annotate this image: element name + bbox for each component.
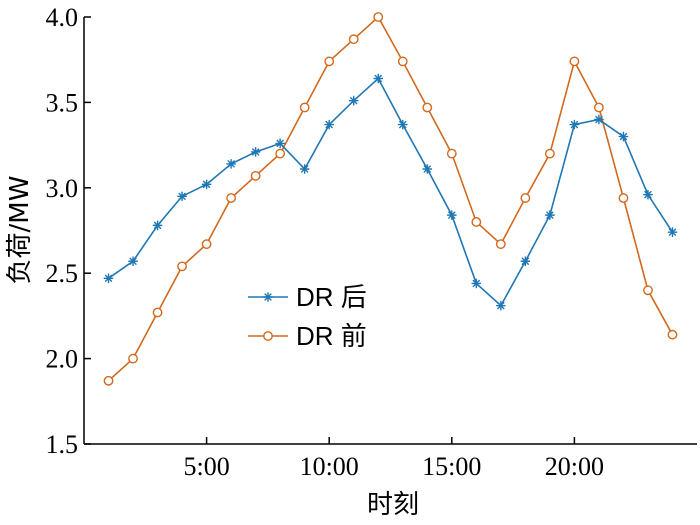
legend-item: DR 前 — [248, 321, 367, 351]
data-point — [520, 193, 531, 203]
data-point — [324, 119, 335, 130]
data-point — [275, 138, 286, 149]
legend-item: DR 后 — [248, 282, 367, 312]
x-axis-title: 时刻 — [367, 490, 419, 520]
x-tick-label: 15:00 — [422, 452, 481, 481]
chart-legend: DR 后 DR 前 — [248, 282, 367, 351]
y-tick-label: 1.5 — [46, 430, 79, 459]
data-point — [643, 189, 653, 200]
series-dr-before — [103, 12, 678, 386]
y-tick-label: 3.0 — [46, 174, 79, 203]
data-point — [275, 148, 286, 159]
data-point — [128, 256, 138, 267]
data-point — [152, 220, 163, 231]
data-point — [594, 114, 604, 125]
y-tick-label: 2.0 — [46, 345, 79, 374]
y-tick-label: 4.0 — [46, 3, 79, 32]
series-dr-after — [103, 73, 678, 311]
data-point — [250, 147, 261, 157]
data-point — [544, 148, 555, 159]
y-tick-label: 3.5 — [46, 88, 79, 117]
legend-label: DR 前 — [296, 321, 367, 351]
legend-label: DR 后 — [296, 282, 367, 312]
data-point — [103, 273, 114, 284]
data-point — [667, 329, 678, 340]
data-point — [103, 375, 114, 386]
data-point — [299, 102, 310, 113]
data-point — [594, 102, 604, 113]
data-point — [471, 278, 482, 289]
chart-ticks: 1.5 2.0 2.5 3.0 3.5 4.0 5:00 10:00 15:00 20:00 — [46, 3, 605, 481]
data-point — [128, 353, 138, 364]
data-point — [422, 164, 433, 174]
data-point — [348, 34, 359, 45]
data-point — [348, 95, 359, 106]
series-line — [108, 77, 674, 307]
series-line — [107, 15, 674, 382]
y-axis-title: 负荷/MW — [5, 176, 35, 285]
y-tick-label: 2.5 — [46, 259, 79, 288]
data-point — [569, 56, 580, 67]
data-point — [397, 56, 408, 67]
data-point — [263, 331, 273, 341]
data-point — [263, 292, 273, 302]
data-point — [544, 210, 555, 221]
data-point — [324, 56, 335, 67]
data-point — [618, 131, 629, 142]
data-point — [446, 210, 457, 221]
data-point — [250, 170, 261, 181]
x-tick-label: 5:00 — [183, 452, 229, 481]
data-point — [495, 300, 506, 311]
data-point — [152, 307, 163, 318]
data-point — [177, 191, 187, 202]
data-point — [471, 217, 482, 227]
data-point — [226, 158, 237, 169]
chart-axes — [83, 17, 697, 445]
data-point — [569, 119, 580, 130]
chart-series — [103, 12, 678, 386]
data-point — [373, 12, 384, 22]
data-point — [643, 285, 653, 296]
data-point — [373, 73, 384, 84]
data-point — [422, 102, 433, 113]
data-point — [201, 179, 212, 190]
data-point — [618, 193, 629, 203]
data-point — [226, 193, 237, 203]
data-point — [201, 239, 212, 250]
data-point — [299, 164, 310, 174]
data-point — [520, 256, 531, 267]
x-tick-label: 20:00 — [545, 452, 604, 481]
data-point — [446, 148, 457, 159]
data-point — [397, 119, 408, 130]
data-point — [177, 261, 187, 272]
data-point — [495, 239, 506, 250]
data-point — [667, 227, 678, 238]
x-tick-label: 10:00 — [300, 452, 359, 481]
